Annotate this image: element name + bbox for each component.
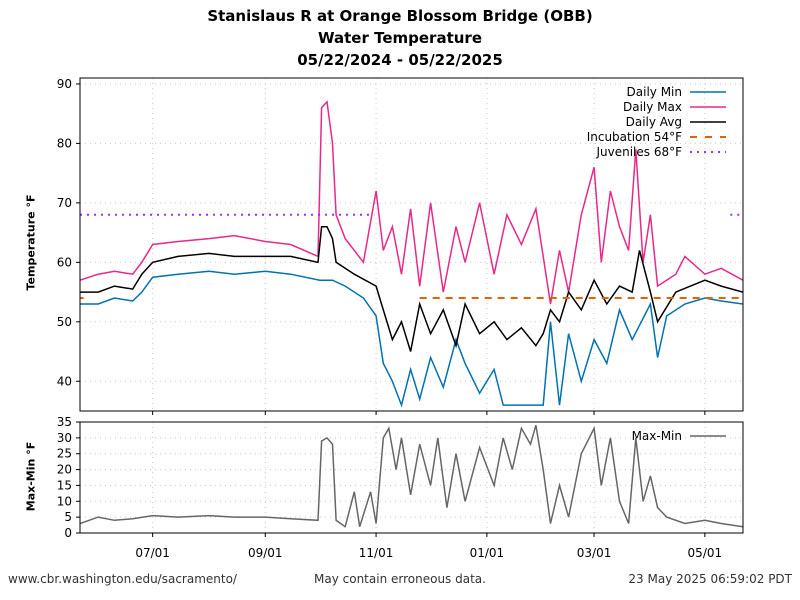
x-tick-label: 09/01 <box>248 546 283 560</box>
plot-area <box>80 78 743 411</box>
y-tick-label: 25 <box>57 447 72 461</box>
y-tick-label: 15 <box>57 478 72 492</box>
footer-timestamp: 23 May 2025 06:59:02 PDT <box>628 572 792 586</box>
legend-label-juveniles-68-f: Juveniles 68°F <box>595 145 682 159</box>
y-tick-label: 0 <box>64 526 72 540</box>
y-tick-label: 40 <box>57 374 72 388</box>
y-tick-label: 5 <box>64 510 72 524</box>
legend-label-max-min: Max-Min <box>632 429 682 443</box>
plot-frame <box>79 421 744 534</box>
y-tick-label: 70 <box>57 196 72 210</box>
legend-label-daily-avg: Daily Avg <box>626 115 682 129</box>
series-daily-max-line <box>80 100 743 305</box>
y-tick-label: 50 <box>57 315 72 329</box>
y-tick-label: 10 <box>57 494 72 508</box>
x-tick-label: 01/01 <box>470 546 505 560</box>
legend-label-daily-max: Daily Max <box>623 100 682 114</box>
footer-disclaimer: May contain erroneous data. <box>314 572 486 586</box>
y-tick-label: 35 <box>57 415 72 429</box>
legend-label-incubation-54-f: Incubation 54°F <box>587 130 682 144</box>
x-tick-label: 11/01 <box>359 546 394 560</box>
y-tick-label: 60 <box>57 255 72 269</box>
y-tick-label: 20 <box>57 463 72 477</box>
series-daily-min-line <box>80 270 743 408</box>
x-tick-label: 05/01 <box>688 546 723 560</box>
y-tick-label: 90 <box>57 77 72 91</box>
chart-title-line3: 05/22/2024 - 05/22/2025 <box>297 51 503 69</box>
plot-frame <box>79 77 744 412</box>
x-tick-label: 07/01 <box>135 546 170 560</box>
series-max-min-line <box>80 424 743 528</box>
y-tick-label: 80 <box>57 136 72 150</box>
chart-title-line1: Stanislaus R at Orange Blossom Bridge (O… <box>207 7 593 25</box>
y-tick-label: 30 <box>57 431 72 445</box>
legend-label-daily-min: Daily Min <box>627 85 682 99</box>
x-tick-label: 03/01 <box>577 546 612 560</box>
temp-y-axis-label: Temperature °F <box>24 194 38 291</box>
diff-y-axis-label: Max-Min °F <box>24 441 38 512</box>
footer-url: www.cbr.washington.edu/sacramento/ <box>8 572 237 586</box>
chart-title-line2: Water Temperature <box>318 29 482 47</box>
series-daily-avg-line <box>80 225 743 352</box>
